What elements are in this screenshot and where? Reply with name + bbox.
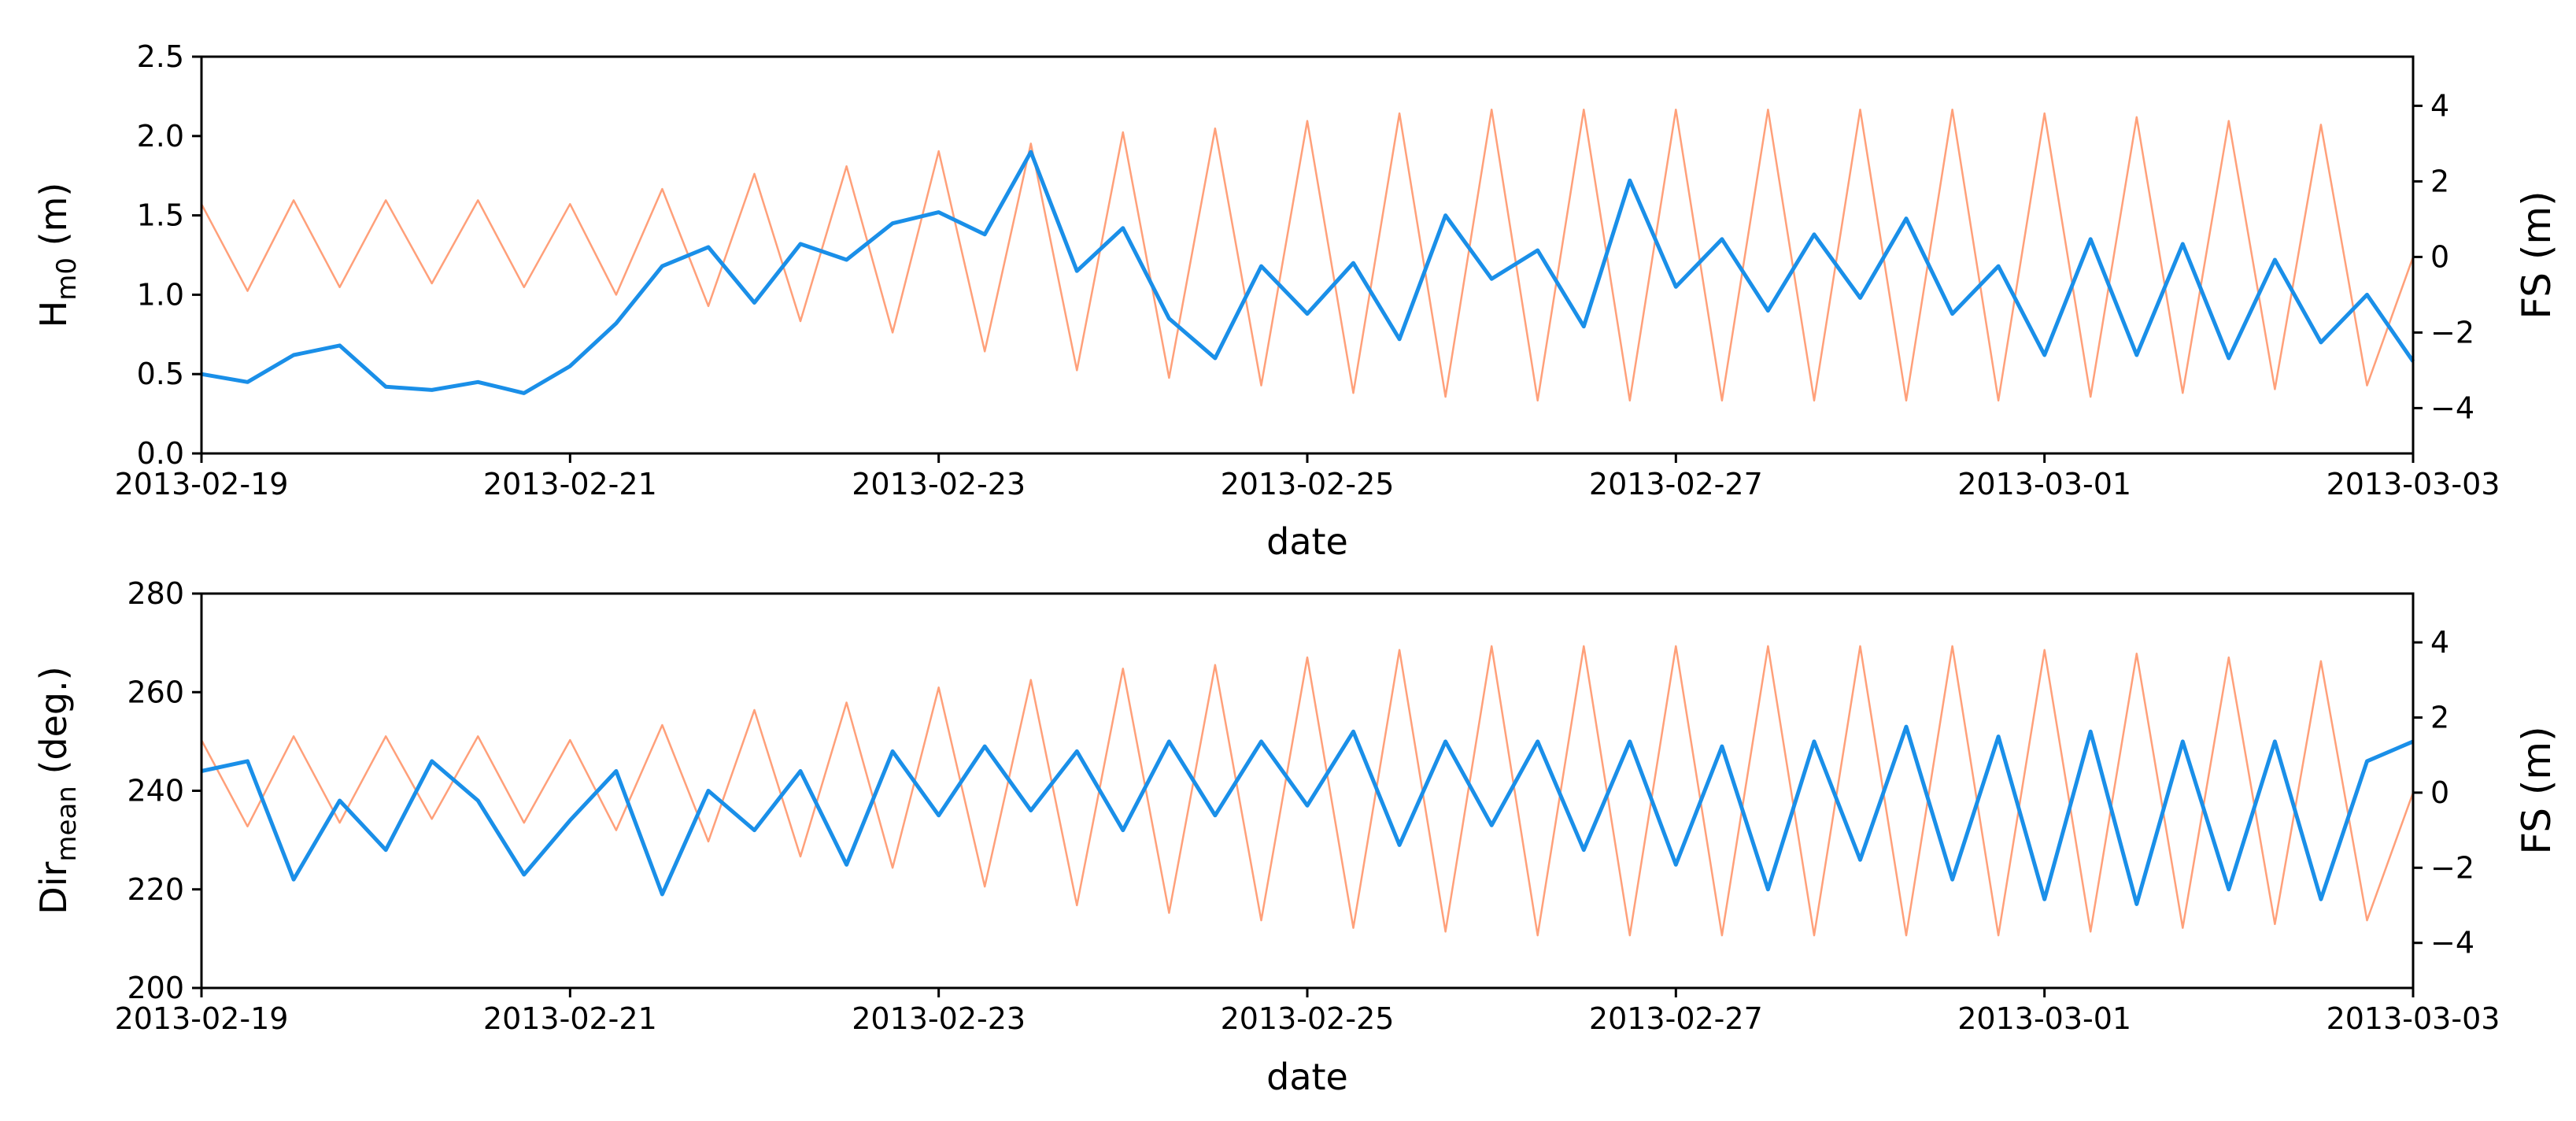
dirmean-right-y-ticks: −4 −2 0 2 4: [2413, 625, 2474, 960]
dirmean-right-y-tick-label: −4: [2430, 926, 2474, 960]
dirmean-x-tick-label: 2013-03-01: [1957, 1001, 2131, 1036]
hm0-right-y-tick-label: 2: [2430, 164, 2449, 198]
dirmean-left-y-tick-label: 200: [127, 971, 184, 1005]
hm0-x-tick-label: 2013-03-01: [1957, 467, 2131, 501]
hm0-series-primary-line: [201, 150, 2415, 395]
dirmean-x-tick-label: 2013-02-27: [1589, 1001, 1763, 1036]
hm0-plot-frame: [200, 55, 2415, 455]
hm0-x-ticks: 2013-02-19 2013-02-21 2013-02-23 2013-02-25…: [115, 453, 2500, 501]
dirmean-left-y-tick-label: 240: [127, 774, 184, 808]
hm0-right-y-tick-label: 0: [2430, 239, 2449, 274]
dirmean-series-fs-line: [200, 645, 2415, 937]
hm0-right-y-tick-label: 4: [2430, 88, 2449, 123]
dirmean-right-y-tick-label: 2: [2430, 700, 2449, 734]
hm0-left-y-tick-label: 0.0: [137, 436, 184, 471]
hm0-series-group: [200, 108, 2415, 402]
hm0-left-y-ticks: 0.0 0.5 1.0 1.5 2.0 2.5: [137, 39, 201, 471]
dirmean-left-y-ticks: 200 220 240 260 280: [127, 576, 201, 1005]
hm0-left-y-tick-label: 0.5: [137, 357, 184, 391]
dirmean-panel: 2013-02-19 2013-02-21 2013-02-23 2013-02-25…: [32, 576, 2559, 1098]
hm0-x-tick-label: 2013-02-27: [1589, 467, 1763, 501]
dirmean-left-y-tick-label: 260: [127, 675, 184, 709]
hm0-series-fs-line: [200, 108, 2415, 402]
hm0-x-axis-title: date: [1266, 520, 1348, 563]
dirmean-right-y-tick-label: −2: [2430, 850, 2474, 885]
dirmean-right-y-tick-label: 4: [2430, 625, 2449, 660]
dirmean-left-axis-title: Dirmean (deg.): [32, 666, 83, 914]
dirmean-x-tick-label: 2013-02-25: [1221, 1001, 1395, 1036]
hm0-x-tick-label: 2013-02-25: [1221, 467, 1395, 501]
hm0-x-tick-label: 2013-02-19: [115, 467, 289, 501]
dirmean-x-ticks: 2013-02-19 2013-02-21 2013-02-23 2013-02-25…: [115, 988, 2500, 1036]
dirmean-series-primary-line: [201, 724, 2414, 906]
hm0-x-tick-label: 2013-02-21: [483, 467, 657, 501]
hm0-left-y-tick-label: 1.5: [137, 198, 184, 233]
dirmean-x-tick-label: 2013-02-19: [115, 1001, 289, 1036]
hm0-left-y-tick-label: 2.5: [137, 39, 184, 74]
hm0-x-tick-label: 2013-02-23: [852, 467, 1026, 501]
hm0-right-y-tick-label: −4: [2430, 390, 2474, 425]
hm0-right-y-ticks: −4 −2 0 2 4: [2413, 88, 2474, 425]
dirmean-x-axis-title: date: [1266, 1056, 1348, 1098]
dirmean-right-y-tick-label: 0: [2430, 775, 2449, 810]
dirmean-series-group: [200, 645, 2415, 937]
dirmean-left-y-tick-label: 280: [127, 576, 184, 611]
dirmean-left-y-tick-label: 220: [127, 872, 184, 907]
hm0-right-axis-title: FS (m): [2514, 191, 2559, 319]
dirmean-x-tick-label: 2013-02-21: [483, 1001, 657, 1036]
hm0-panel: 2013-02-19 2013-02-21 2013-02-23 2013-02-25…: [32, 39, 2559, 563]
dirmean-x-tick-label: 2013-02-23: [852, 1001, 1026, 1036]
hm0-left-y-tick-label: 1.0: [137, 277, 184, 312]
hm0-left-axis-title: Hm0 (m): [32, 183, 83, 328]
hm0-right-y-tick-label: −2: [2430, 315, 2474, 350]
dirmean-x-tick-label: 2013-03-03: [2327, 1001, 2500, 1036]
dirmean-plot-frame: [200, 592, 2415, 990]
hm0-x-tick-label: 2013-03-03: [2327, 467, 2500, 501]
dirmean-right-axis-title: FS (m): [2514, 726, 2559, 854]
hm0-left-y-tick-label: 2.0: [137, 119, 184, 154]
